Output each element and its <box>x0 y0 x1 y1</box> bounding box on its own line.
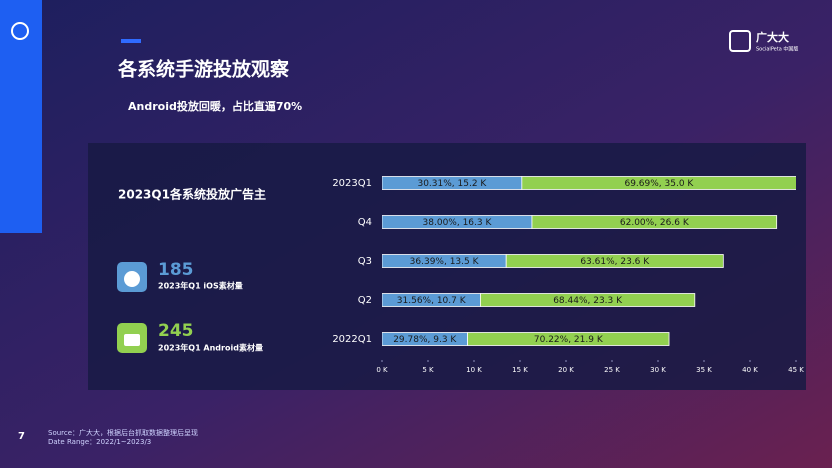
y-tick-label: 2023Q1 <box>332 178 372 189</box>
value-label: 70.22%, 21.9 K <box>534 335 604 345</box>
value-label: 30.31%, 15.2 K <box>417 179 487 189</box>
stat-value: 185 <box>158 260 194 280</box>
side-icon <box>11 22 29 40</box>
value-label: 36.39%, 13.5 K <box>410 257 480 267</box>
ios-glyph <box>124 271 140 287</box>
page-number: 7 <box>18 431 25 442</box>
value-label: 69.69%, 35.0 K <box>624 179 694 189</box>
y-tick-label: Q2 <box>358 295 372 306</box>
x-tick-label: 0 K <box>376 366 388 374</box>
panel-title: 2023Q1各系统投放广告主 <box>118 187 266 202</box>
x-tick-label: 15 K <box>512 366 528 374</box>
x-tick-label: 25 K <box>604 366 620 374</box>
stat-value: 245 <box>158 321 194 341</box>
stat-label: 2023年Q1 Android素材量 <box>158 343 263 353</box>
bar-segment <box>505 254 724 268</box>
value-label: 62.00%, 26.6 K <box>620 218 690 228</box>
x-tick-label: 35 K <box>696 366 712 374</box>
bar-segment <box>521 176 796 190</box>
title-accent <box>121 39 141 43</box>
x-tick-label: 10 K <box>466 366 482 374</box>
y-tick-label: 2022Q1 <box>332 334 372 345</box>
bar-segment <box>480 293 696 307</box>
x-tick-label: 30 K <box>650 366 666 374</box>
stat-label: 2023年Q1 iOS素材量 <box>158 281 243 291</box>
plot: 0 K 5 K 10 K 15 K 20 K 25 K 30 K 35 K 40 K 45 K 30… <box>332 176 804 374</box>
x-tick-label: 45 K <box>788 366 804 374</box>
slide-title: 各系统手游投放观察 <box>117 58 290 81</box>
side-band <box>0 0 42 233</box>
x-tick-label: 5 K <box>422 366 434 374</box>
bar-segment <box>467 332 670 346</box>
value-label: 68.44%, 23.3 K <box>553 296 623 306</box>
bar-segment <box>531 215 778 229</box>
y-tick-label: Q3 <box>358 256 372 267</box>
x-tick-label: 40 K <box>742 366 758 374</box>
logo-icon <box>729 30 751 52</box>
slide-subtitle: Android投放回暖，占比直逼70% <box>128 99 302 113</box>
value-label: 38.00%, 16.3 K <box>423 218 493 228</box>
android-glyph <box>124 334 140 346</box>
value-label: 31.56%, 10.7 K <box>397 296 467 306</box>
y-tick-label: Q4 <box>358 217 372 228</box>
value-label: 63.61%, 23.6 K <box>580 257 650 267</box>
logo-name: 广大大 <box>756 30 789 44</box>
source: Date Range：2022/1~2023/3 <box>48 438 151 446</box>
logo-sub: SocialPeta 中国版 <box>756 46 798 53</box>
value-label: 29.78%, 9.3 K <box>393 335 457 345</box>
bars: 30.31%, 15.2 K 69.69%, 35.0 K 38.00%, 16.3… <box>382 176 796 346</box>
x-tick-label: 20 K <box>558 366 574 374</box>
source: Source：广大大，根据后台抓取数据整理后呈现 <box>48 428 198 437</box>
